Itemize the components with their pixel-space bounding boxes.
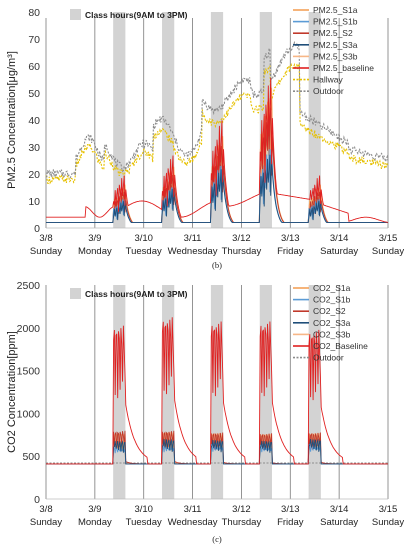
x-tick-day: Monday [78,517,112,528]
legend-label: CO2_S1b [313,295,351,305]
x-tick-date: 3/9 [88,504,101,515]
y-tick-label: 500 [22,451,40,463]
co2-chart: 0 500 1000 1500 2000 2500 3/8 Sunday 3/9 Monday 3/… [6,280,404,544]
class-hours-legend-swatch [70,288,81,299]
x-tick-date: 3/14 [330,504,349,515]
class-hours-band [162,285,175,499]
y-tick-label: 20 [28,169,40,181]
x-tick-date: 3/13 [281,233,300,244]
legend-label: PM2.5_S3a [313,40,358,50]
x-tick-date: 3/11 [184,504,202,515]
class-hours-legend-swatch [70,9,81,20]
legend-label: PM2.5_S3b [313,51,358,61]
legend-label: CO2_S3b [313,329,351,339]
x-tick-day: Wednesday [168,246,218,257]
y-tick-label: 80 [28,7,40,19]
y-tick-label: 50 [28,88,40,100]
x-tick-date: 3/13 [281,504,300,515]
legend-label: CO2_S3a [313,318,351,328]
x-tick-date: 3/12 [232,504,251,515]
y-tick-label: 1500 [17,366,41,378]
y-tick-label: 2000 [17,323,41,335]
legend-label: PM2.5_baseline [313,63,374,73]
x-tick-date: 3/10 [134,504,153,515]
x-tick-day: Thursday [222,517,262,528]
x-tick-date: 3/9 [88,233,101,244]
y-axis-label: CO2 Concentration[ppm] [6,331,18,453]
y-tick-label: 2500 [17,280,41,292]
x-tick-day: Thursday [222,246,262,257]
class-hours-band [113,12,126,228]
x-tick-date: 3/10 [134,233,153,244]
y-tick-label: 60 [28,61,40,73]
x-tick-day: Monday [78,246,112,257]
legend-label: CO2_S1a [313,283,351,293]
x-tick-day: Sunday [372,517,404,528]
x-tick-day: Tuesday [126,246,162,257]
class-hours-legend-label: Class hours(9AM to 3PM) [85,289,188,299]
y-tick-label: 30 [28,142,40,154]
x-tick-day: Friday [277,246,304,257]
x-tick-date: 3/11 [184,233,202,244]
legend-label: PM2.5_S1b [313,17,358,27]
x-tick-day: Saturday [320,517,358,528]
figure-caption: (b) [212,260,222,270]
x-tick-day: Tuesday [126,517,162,528]
x-tick-date: 3/15 [379,233,398,244]
x-tick-day: Wednesday [168,517,218,528]
class-hours-legend-label: Class hours(9AM to 3PM) [85,10,188,20]
y-tick-label: 70 [28,34,40,46]
legend-label: Outdoor [313,86,344,96]
legend-label: PM2.5_S2 [313,28,353,38]
legend-label: Outdoor [313,353,344,363]
x-tick-day: Sunday [30,517,62,528]
x-tick-date: 3/8 [39,504,52,515]
x-tick-date: 3/15 [379,504,398,515]
y-tick-label: 40 [28,115,40,127]
class-hours-band [308,12,321,228]
series-line-co2-baseline [46,317,388,465]
y-tick-label: 10 [28,196,40,208]
y-tick-label: 1000 [17,408,41,420]
x-tick-date: 3/8 [39,233,52,244]
series-line-hallway [45,62,389,185]
legend-label: CO2_S2 [313,306,346,316]
x-tick-day: Sunday [30,246,62,257]
x-tick-date: 3/14 [330,233,349,244]
y-tick-label: 0 [34,223,40,235]
legend-label: Hallway [313,75,344,85]
series-line-pm2-5-baseline [46,77,389,223]
x-tick-day: Sunday [372,246,404,257]
legend-label: CO2_Baseline [313,341,368,351]
x-tick-day: Saturday [320,246,358,257]
x-tick-date: 3/12 [232,233,251,244]
y-axis-label: PM2.5 Concentration[μg/m³] [6,51,18,189]
y-tick-label: 0 [34,494,40,506]
legend-label: PM2.5_S1a [313,5,358,15]
pm25-chart: 0 10 20 30 40 50 60 70 80 3/8 Sunday 3/9 Monday 3/10 T… [6,5,404,270]
series-line-pm2-5-s3a [46,154,388,224]
series-line-outdoor [45,40,389,179]
x-tick-day: Friday [277,517,304,528]
figure-caption: (c) [212,534,222,544]
